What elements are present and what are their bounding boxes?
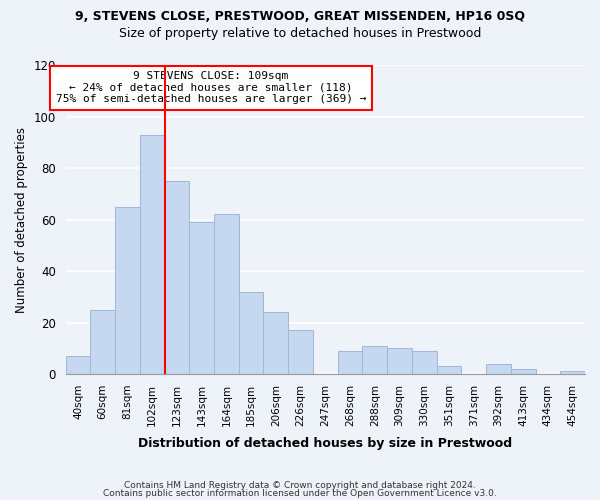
Bar	[486, 364, 511, 374]
Bar	[65, 356, 91, 374]
Bar	[511, 369, 536, 374]
Bar	[239, 292, 263, 374]
Bar	[140, 134, 164, 374]
Bar	[560, 372, 585, 374]
Bar	[387, 348, 412, 374]
Text: Contains HM Land Registry data © Crown copyright and database right 2024.: Contains HM Land Registry data © Crown c…	[124, 481, 476, 490]
Bar	[362, 346, 387, 374]
X-axis label: Distribution of detached houses by size in Prestwood: Distribution of detached houses by size …	[138, 437, 512, 450]
Bar	[91, 310, 115, 374]
Bar	[214, 214, 239, 374]
Bar	[164, 181, 190, 374]
Text: Size of property relative to detached houses in Prestwood: Size of property relative to detached ho…	[119, 28, 481, 40]
Bar	[263, 312, 288, 374]
Text: 9 STEVENS CLOSE: 109sqm
← 24% of detached houses are smaller (118)
75% of semi-d: 9 STEVENS CLOSE: 109sqm ← 24% of detache…	[56, 71, 367, 104]
Bar	[115, 206, 140, 374]
Bar	[412, 351, 437, 374]
Bar	[190, 222, 214, 374]
Bar	[288, 330, 313, 374]
Bar	[437, 366, 461, 374]
Text: 9, STEVENS CLOSE, PRESTWOOD, GREAT MISSENDEN, HP16 0SQ: 9, STEVENS CLOSE, PRESTWOOD, GREAT MISSE…	[75, 10, 525, 23]
Bar	[338, 351, 362, 374]
Y-axis label: Number of detached properties: Number of detached properties	[15, 126, 28, 312]
Text: Contains public sector information licensed under the Open Government Licence v3: Contains public sector information licen…	[103, 488, 497, 498]
